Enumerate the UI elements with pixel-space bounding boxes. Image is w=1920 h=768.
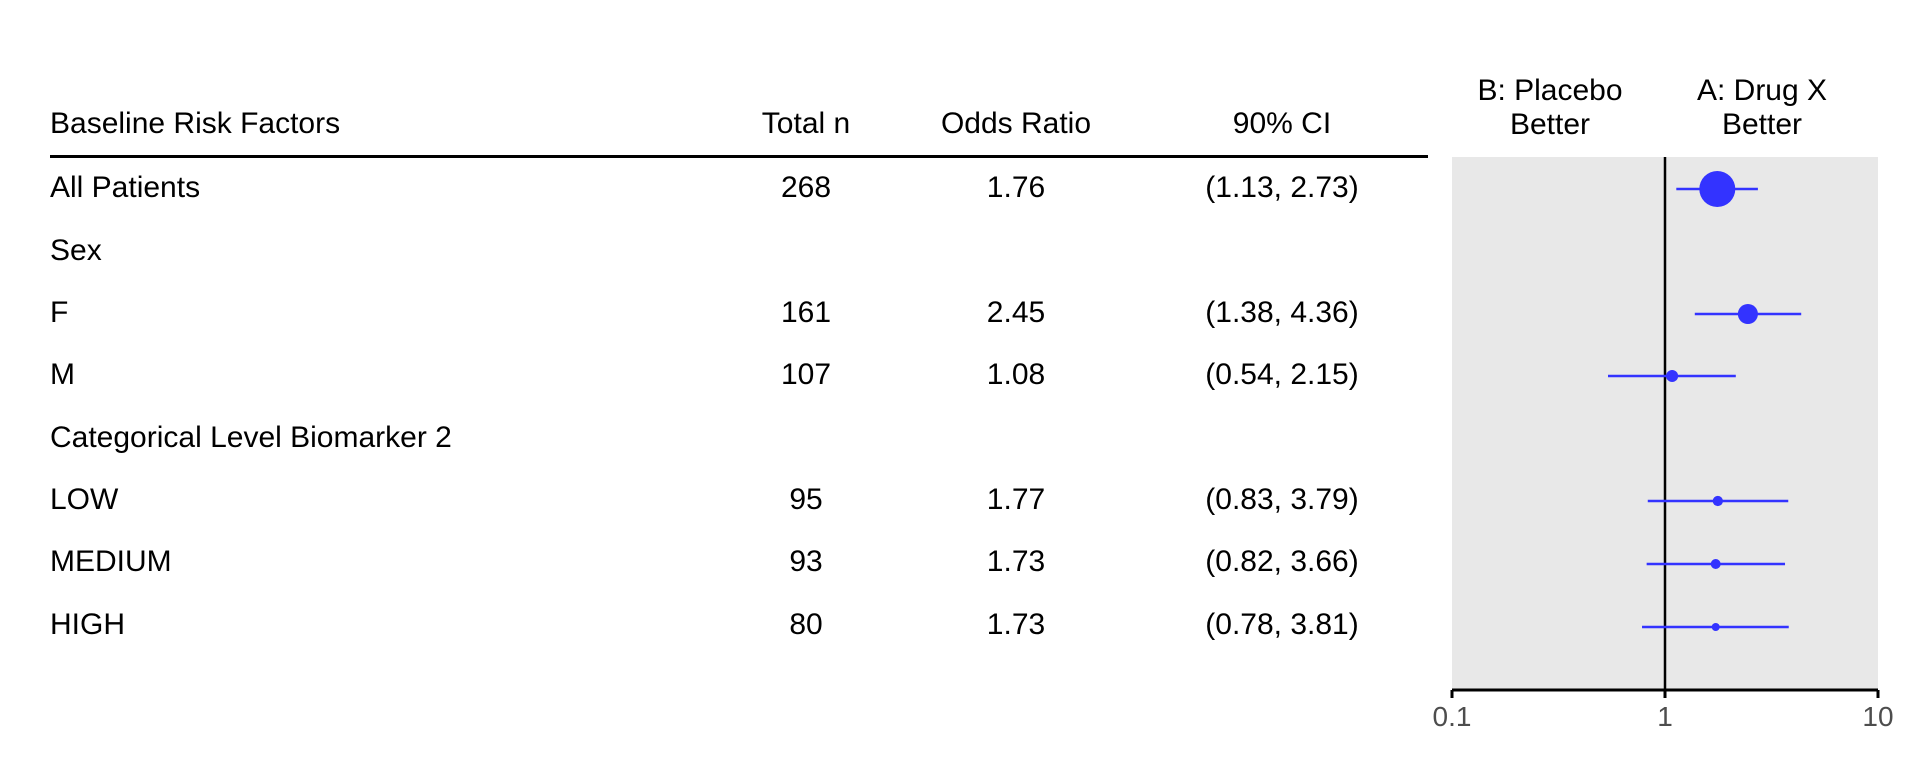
table-row: F 161 2.45 (1.38, 4.36) [0,293,1440,333]
table-row: Sex [0,231,1440,271]
odds-ratio-point [1712,495,1723,507]
row-n: 80 [789,608,823,641]
row-label: All Patients [50,171,201,204]
odds-ratio-point [1710,559,1721,569]
row-ci: (0.83, 3.79) [1205,483,1359,516]
row-odds-ratio: 2.45 [986,296,1046,329]
table-row: All Patients 268 1.76 (1.13, 2.73) [0,168,1440,208]
odds-ratio-point [1666,369,1679,383]
header-total-n: Total n [761,107,851,140]
row-n: 268 [780,171,832,204]
x-tick-label: 1 [1657,701,1673,732]
row-label: F [50,296,69,329]
x-tick-label: 10 [1862,701,1893,732]
placebo-better-line2: Better [1509,108,1591,141]
odds-ratio-point [1699,171,1736,207]
row-ci: (0.78, 3.81) [1205,608,1359,641]
row-odds-ratio: 1.77 [986,483,1046,516]
row-label: M [50,358,75,391]
odds-ratio-point [1737,303,1758,325]
row-label: LOW [50,483,119,516]
row-n: 95 [789,483,823,516]
row-label: MEDIUM [50,545,172,578]
row-label: Sex [50,234,102,267]
row-n: 107 [780,358,832,391]
drug-better-header: A: Drug X Better [1697,74,1827,142]
row-odds-ratio: 1.08 [986,358,1046,391]
table-row: MEDIUM 93 1.73 (0.82, 3.66) [0,542,1440,582]
row-ci: (1.13, 2.73) [1205,171,1359,204]
table-row: Categorical Level Biomarker 2 [0,418,1440,458]
table-row: LOW 95 1.77 (0.83, 3.79) [0,480,1440,520]
row-ci: (0.82, 3.66) [1205,545,1359,578]
header-odds-ratio: Odds Ratio [940,107,1092,140]
row-n: 93 [789,545,823,578]
row-odds-ratio: 1.73 [986,608,1046,641]
table-row: HIGH 80 1.73 (0.78, 3.81) [0,605,1440,645]
drug-better-line1: A: Drug X [1696,74,1828,107]
placebo-better-line1: B: Placebo [1477,74,1623,107]
row-ci: (1.38, 4.36) [1205,296,1359,329]
row-ci: (0.54, 2.15) [1205,358,1359,391]
table-row: M 107 1.08 (0.54, 2.15) [0,355,1440,395]
row-odds-ratio: 1.76 [986,171,1046,204]
placebo-better-header: B: Placebo Better [1477,74,1622,142]
x-tick-label: 0.1 [1433,701,1472,732]
header-rule [50,155,1428,158]
row-label: HIGH [50,608,125,641]
row-odds-ratio: 1.73 [986,545,1046,578]
row-label: Categorical Level Biomarker 2 [50,421,452,454]
row-n: 161 [780,296,832,329]
forest-table: Baseline Risk Factors Total n Odds Ratio… [0,107,1440,645]
header-ci: 90% CI [1232,107,1332,140]
header-factor: Baseline Risk Factors [50,107,341,140]
odds-ratio-point [1711,623,1720,631]
drug-better-line2: Better [1721,108,1803,141]
